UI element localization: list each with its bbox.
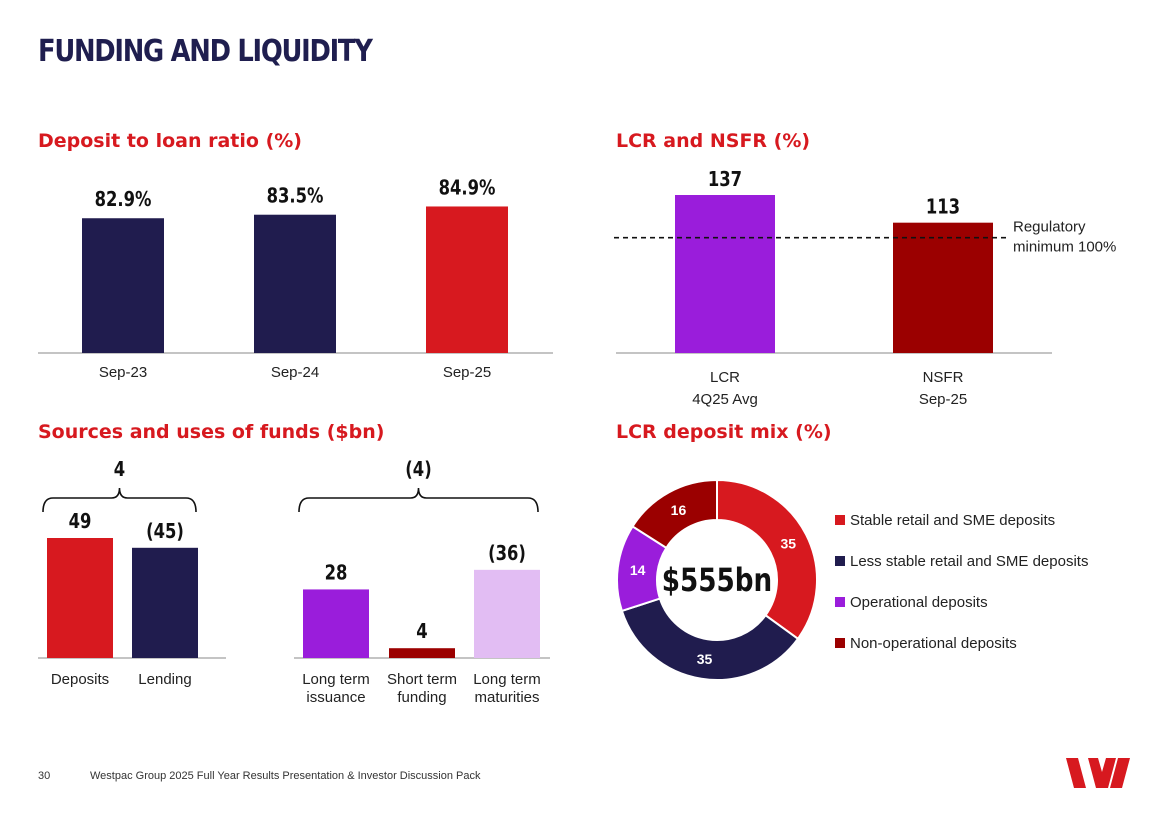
westpac-logo bbox=[1066, 758, 1130, 788]
deposit-mix-legend-swatch bbox=[835, 515, 845, 525]
lcr-nsfr-value-label: 113 bbox=[926, 196, 960, 219]
deposit-mix-slice bbox=[631, 478, 718, 550]
sources-uses-value-label: 49 bbox=[69, 511, 92, 534]
sources-uses-bar bbox=[47, 538, 113, 658]
sources-uses-category-label: Long term bbox=[302, 671, 370, 688]
lcr-nsfr-chart-title: LCR and NSFR (%) bbox=[616, 130, 811, 152]
deposit-ratio-value-label: 82.9% bbox=[95, 189, 152, 212]
lcr-nsfr-category-label: Sep-25 bbox=[919, 391, 967, 408]
deposit-ratio-bar bbox=[426, 206, 508, 353]
sources-uses-bar bbox=[474, 569, 540, 658]
deposit-ratio-category-label: Sep-24 bbox=[271, 364, 319, 381]
deposit-ratio-chart-title: Deposit to loan ratio (%) bbox=[38, 130, 302, 152]
sources-uses-bar bbox=[132, 547, 198, 658]
deposit-mix-slice-label: 16 bbox=[671, 502, 687, 518]
sources-uses-category-label: Lending bbox=[138, 671, 191, 688]
lcr-nsfr-bar bbox=[675, 195, 775, 353]
sources-uses-category-label: funding bbox=[397, 689, 446, 706]
regulatory-minimum-label: minimum 100% bbox=[1013, 239, 1116, 256]
footer-page-number: 30 bbox=[38, 770, 51, 782]
sources-uses-value-label: (36) bbox=[488, 542, 526, 565]
deposit-ratio-value-label: 84.9% bbox=[439, 177, 496, 200]
deposit-mix-legend-swatch bbox=[835, 556, 845, 566]
sources-uses-bar bbox=[303, 589, 369, 658]
group-brace bbox=[298, 487, 539, 513]
sources-uses-value-label: 28 bbox=[325, 562, 348, 585]
deposit-ratio-bar bbox=[82, 218, 164, 353]
deposit-mix-legend-label: Less stable retail and SME deposits bbox=[850, 553, 1088, 570]
footer-text: Westpac Group 2025 Full Year Results Pre… bbox=[90, 770, 481, 782]
sources-uses-category-label: issuance bbox=[306, 689, 365, 706]
sources-uses-category-label: Long term bbox=[473, 671, 541, 688]
deposit-mix-legend-swatch bbox=[835, 638, 845, 648]
regulatory-minimum-label: Regulatory bbox=[1013, 219, 1086, 236]
deposit-mix-legend-label: Operational deposits bbox=[850, 594, 988, 611]
lcr-nsfr-bar bbox=[893, 222, 993, 353]
deposit-mix-slice-label: 14 bbox=[630, 562, 646, 578]
deposit-mix-slice-label: 35 bbox=[780, 536, 796, 552]
sources-uses-category-label: Short term bbox=[387, 671, 457, 688]
deposit-mix-legend-label: Stable retail and SME deposits bbox=[850, 512, 1055, 529]
deposit-mix-legend-swatch bbox=[835, 597, 845, 607]
lcr-nsfr-category-label: 4Q25 Avg bbox=[692, 391, 758, 408]
page-title: FUNDING AND LIQUIDITY bbox=[38, 34, 373, 69]
deposit-mix-center-label: $555bn bbox=[662, 561, 772, 598]
deposit-mix-chart-title: LCR deposit mix (%) bbox=[616, 421, 832, 443]
sources-uses-value-label: (45) bbox=[146, 520, 184, 543]
sources-uses-chart-title: Sources and uses of funds ($bn) bbox=[38, 421, 385, 443]
deposit-ratio-value-label: 83.5% bbox=[267, 185, 324, 208]
deposit-mix-slice bbox=[620, 597, 800, 681]
deposit-mix-slice bbox=[716, 478, 818, 641]
sources-uses-bar bbox=[389, 648, 455, 658]
deposit-mix-slice-label: 35 bbox=[697, 651, 713, 667]
group-brace bbox=[42, 487, 197, 513]
lcr-nsfr-category-label: LCR bbox=[710, 369, 740, 386]
deposit-ratio-category-label: Sep-25 bbox=[443, 364, 491, 381]
lcr-nsfr-category-label: NSFR bbox=[923, 369, 964, 386]
deposit-ratio-category-label: Sep-23 bbox=[99, 364, 147, 381]
sources-uses-category-label: maturities bbox=[474, 689, 539, 706]
deposit-mix-legend-label: Non-operational deposits bbox=[850, 635, 1017, 652]
group-total-label: (4) bbox=[405, 459, 431, 482]
sources-uses-value-label: 4 bbox=[416, 621, 427, 644]
lcr-nsfr-value-label: 137 bbox=[708, 169, 742, 192]
sources-uses-category-label: Deposits bbox=[51, 671, 109, 688]
group-total-label: 4 bbox=[114, 459, 125, 482]
deposit-ratio-bar bbox=[254, 214, 336, 353]
